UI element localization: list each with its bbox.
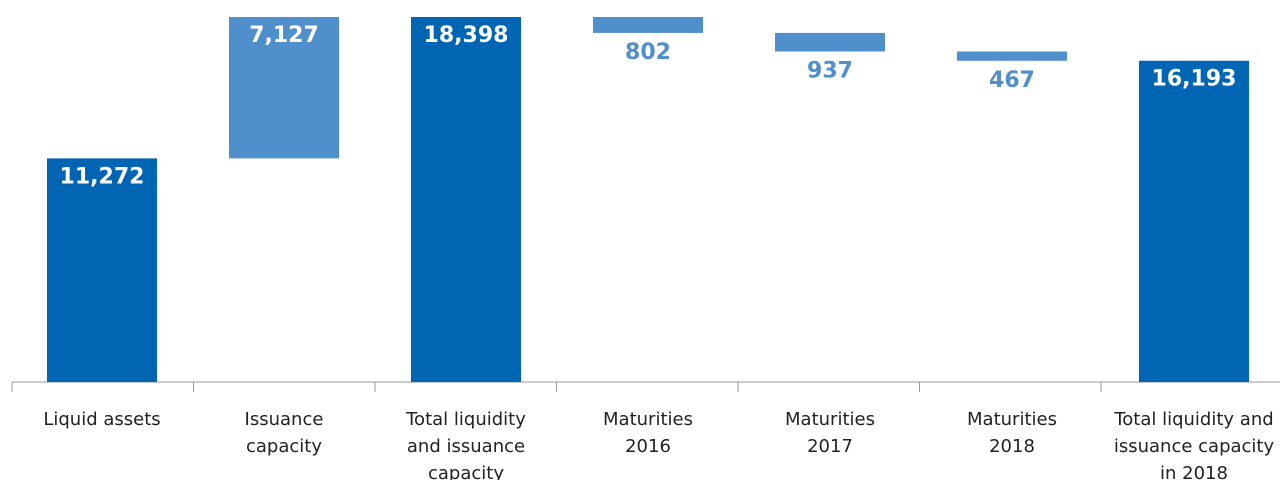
category-label: Maturities 2017 [785, 409, 875, 457]
bar [957, 51, 1067, 61]
category-label: Liquid assets [43, 409, 161, 430]
value-label: 802 [625, 40, 671, 65]
value-label: 11,272 [60, 164, 145, 189]
bar [1139, 60, 1249, 383]
category-label: Total liquidity and issuance capacity [406, 409, 526, 480]
value-label: 467 [989, 68, 1035, 93]
category-label: Total liquidity and issuance capacity in… [1113, 409, 1275, 480]
category-label: Issuance capacity [244, 409, 324, 457]
bar [411, 17, 521, 382]
value-label: 7,127 [249, 23, 319, 48]
category-label: Maturities 2018 [967, 409, 1057, 457]
bar [47, 158, 157, 382]
bar [593, 17, 703, 33]
value-label: 937 [807, 59, 853, 84]
value-label: 16,193 [1152, 67, 1237, 92]
bar [775, 32, 885, 52]
value-label: 18,398 [424, 23, 509, 48]
bar [229, 16, 339, 159]
category-label: Maturities 2016 [603, 409, 693, 457]
